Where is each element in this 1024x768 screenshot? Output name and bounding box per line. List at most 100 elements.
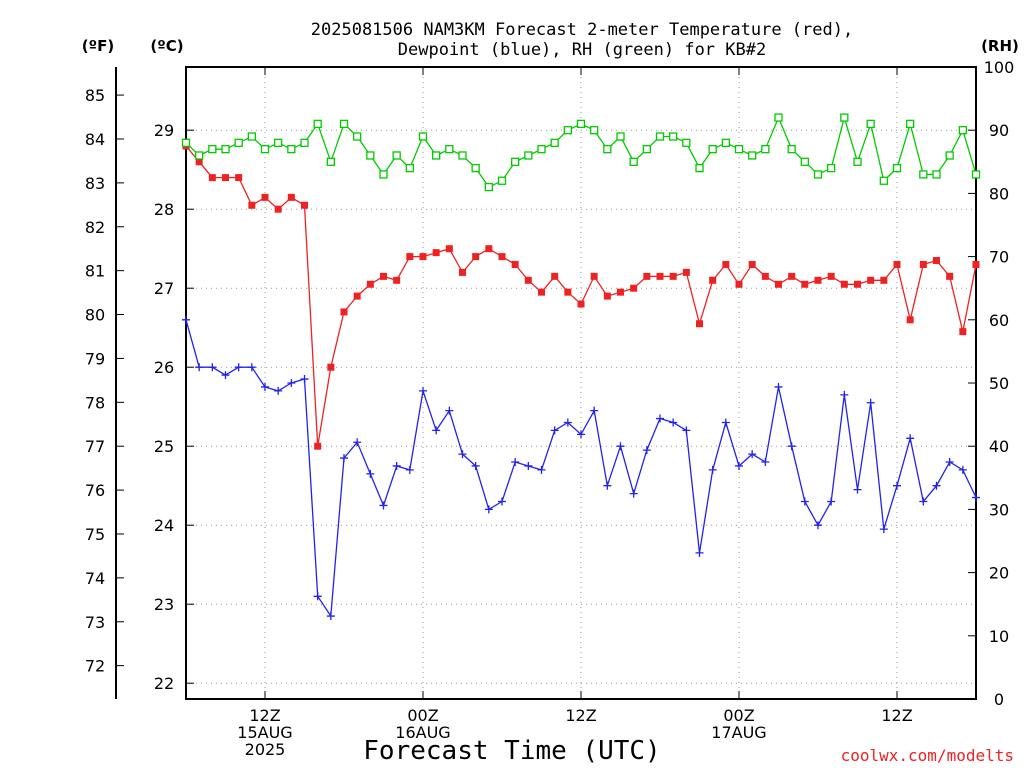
temperature-point [682, 268, 690, 276]
rh-point [866, 119, 875, 129]
dewpoint-point [695, 548, 704, 557]
temperature-point [906, 316, 914, 324]
series [181, 113, 981, 621]
rh-point [405, 163, 414, 173]
dewpoint-point [721, 418, 730, 427]
dewpoint-point [958, 465, 967, 474]
temperature-point [498, 253, 506, 261]
dewpoint-point [893, 481, 901, 490]
rh-point [208, 145, 217, 154]
rh-point [840, 113, 849, 122]
dewpoint-point [669, 418, 678, 427]
rh-point [761, 145, 770, 154]
dewpoint-point [366, 469, 375, 478]
rh-point [655, 132, 665, 141]
rh-point [682, 138, 691, 147]
rh-point [392, 151, 401, 160]
rh-point [813, 170, 823, 179]
temperature-point [208, 174, 216, 182]
rh-point [181, 138, 191, 147]
dewpoint-point [800, 497, 809, 506]
x-tick-label: 16AUG [395, 723, 450, 742]
temperature-point [274, 205, 282, 213]
dewpoint-point [814, 521, 822, 530]
dewpoint-point [550, 426, 559, 435]
dewpoint-point [221, 371, 230, 380]
dewpoint-point [866, 398, 875, 407]
temperature-point [577, 300, 585, 308]
temperature-point [301, 201, 308, 209]
dewpoint-point [247, 363, 256, 372]
temperature-point [880, 276, 888, 284]
temperature-point [603, 292, 611, 300]
x-tick-label: 12Z [249, 706, 280, 725]
dewpoint-point [642, 446, 651, 455]
celsius-tick-label: 25 [154, 437, 174, 456]
rh-tick-label: 50 [989, 374, 1009, 393]
x-tick-label: 15AUG [237, 723, 292, 742]
temperature-point [946, 272, 954, 280]
temperature-point [827, 272, 835, 280]
temperature-point [472, 253, 480, 261]
dewpoint-point [261, 382, 269, 391]
temperature-point [248, 201, 256, 209]
fahrenheit-unit-label: (ºF) [82, 37, 114, 55]
dewpoint-point [274, 386, 283, 395]
rh-point [590, 126, 599, 135]
dewpoint-point [735, 461, 743, 470]
dewpoint-point [787, 442, 796, 451]
dewpoint-point [432, 426, 441, 435]
temperature-point [235, 174, 243, 182]
rh-point [563, 126, 572, 135]
dewpoint-point [234, 363, 243, 372]
rh-point [287, 145, 296, 154]
grid-lines [186, 67, 976, 699]
celsius-tick-label: 24 [154, 516, 174, 535]
dewpoint-point [708, 465, 717, 474]
rh-point [642, 145, 651, 154]
rh-point [260, 145, 270, 154]
temperature-point [393, 276, 401, 284]
rh-point [524, 151, 533, 160]
rh-point [800, 157, 809, 166]
temperature-point [722, 261, 730, 268]
fahrenheit-tick-label: 84 [85, 130, 105, 149]
temperature-point [353, 292, 361, 300]
rh-point [576, 119, 586, 129]
rh-point [353, 132, 362, 141]
celsius-tick-label: 28 [154, 200, 174, 219]
dewpoint-point [484, 505, 493, 514]
temperature-point [366, 280, 374, 288]
temperature-point [617, 288, 624, 296]
fahrenheit-tick-label: 74 [85, 569, 105, 588]
rh-point [511, 157, 520, 166]
rh-point [853, 157, 862, 166]
temperature-point [590, 272, 598, 280]
chart-title-line2: Dewpoint (blue), RH (green) for KB#2 [398, 40, 766, 60]
dewpoint-point [195, 363, 204, 372]
rh-tick-label: 10 [989, 627, 1009, 646]
fahrenheit-tick-label: 77 [85, 437, 105, 456]
dewpoint-point [919, 497, 928, 506]
rh-point [945, 151, 954, 160]
dewpoint-point [208, 363, 217, 372]
rh-point [418, 132, 428, 141]
celsius-tick-label: 29 [154, 121, 174, 140]
dewpoint-point [972, 493, 980, 502]
rh-point [274, 138, 283, 147]
dewpoint-point [840, 390, 849, 399]
rh-point [445, 145, 454, 154]
chart-title-line1: 2025081506 NAM3KM Forecast 2-meter Tempe… [311, 20, 853, 40]
rh-point [695, 163, 704, 173]
temperature-point [854, 280, 861, 288]
fahrenheit-tick-label: 78 [85, 393, 105, 412]
dewpoint-series [182, 315, 980, 621]
rh-point [774, 113, 783, 122]
rh-point [603, 145, 612, 154]
rh-tick-label: 60 [989, 311, 1009, 330]
dewpoint-point [287, 379, 296, 387]
x-tick-label: 12Z [565, 706, 596, 725]
temperature-point [459, 268, 466, 276]
dewpoint-point [182, 315, 190, 324]
